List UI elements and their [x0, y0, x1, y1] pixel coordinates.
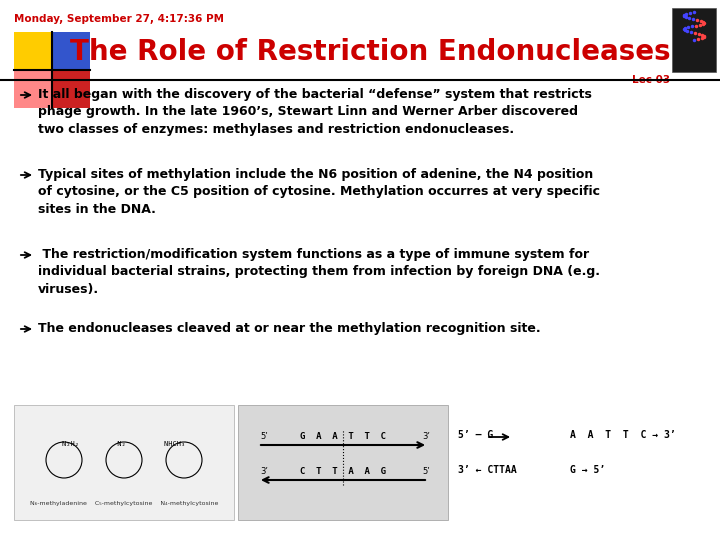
Text: Lec 03: Lec 03: [632, 75, 670, 85]
Text: 5’: 5’: [260, 432, 268, 441]
Bar: [52, 70, 90, 108]
Text: The Role of Restriction Endonucleases: The Role of Restriction Endonucleases: [70, 38, 670, 66]
Text: Typical sites of methylation include the N6 position of adenine, the N4 position: Typical sites of methylation include the…: [38, 168, 600, 216]
Text: 5’ — G: 5’ — G: [458, 430, 493, 440]
Bar: [14, 32, 52, 70]
Text: The restriction/modification system functions as a type of immune system for
ind: The restriction/modification system func…: [38, 248, 600, 296]
Text: The endonucleases cleaved at or near the methylation recognition site.: The endonucleases cleaved at or near the…: [38, 322, 541, 335]
Text: 3’ ← CTTAA: 3’ ← CTTAA: [458, 465, 517, 475]
Bar: [14, 405, 234, 520]
Text: G → 5’: G → 5’: [570, 465, 606, 475]
Text: N₂H₂         N₂         NHCH₃: N₂H₂ N₂ NHCH₃: [63, 442, 186, 448]
Text: 5’: 5’: [422, 467, 430, 476]
Text: It all began with the discovery of the bacterial “defense” system that restricts: It all began with the discovery of the b…: [38, 88, 592, 136]
Text: C  T  T  A  A  G: C T T A A G: [300, 467, 386, 476]
Text: 3’: 3’: [422, 432, 430, 441]
Text: Monday, September 27, 4:17:36 PM: Monday, September 27, 4:17:36 PM: [14, 14, 224, 24]
Bar: [238, 405, 448, 520]
Text: G  A  A  T  T  C: G A A T T C: [300, 432, 386, 441]
Text: A  A  T  T  C → 3’: A A T T C → 3’: [570, 430, 676, 440]
Text: 3’: 3’: [260, 467, 268, 476]
Text: N₆-methyladenine    C₅-methylcytosine    N₄-methylcytosine: N₆-methyladenine C₅-methylcytosine N₄-me…: [30, 501, 218, 506]
Bar: [14, 70, 52, 108]
Bar: [672, 8, 716, 72]
Bar: [52, 32, 90, 70]
